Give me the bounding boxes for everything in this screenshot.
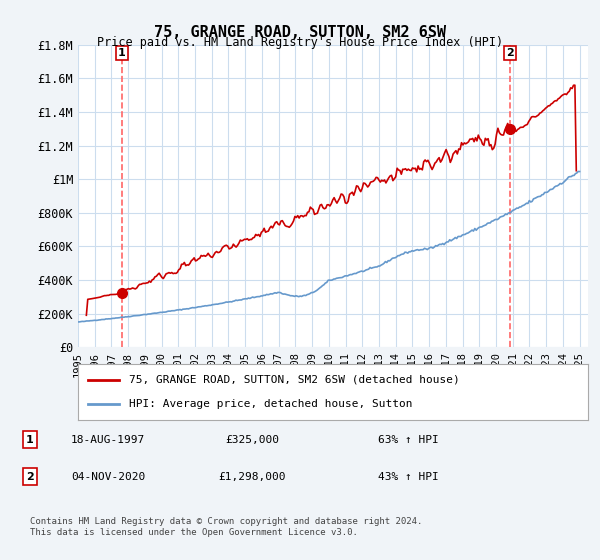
Text: 43% ↑ HPI: 43% ↑ HPI bbox=[377, 472, 439, 482]
Text: £325,000: £325,000 bbox=[225, 435, 279, 445]
Text: 2: 2 bbox=[506, 48, 514, 58]
Text: Contains HM Land Registry data © Crown copyright and database right 2024.: Contains HM Land Registry data © Crown c… bbox=[30, 516, 422, 526]
Text: 18-AUG-1997: 18-AUG-1997 bbox=[71, 435, 145, 445]
Text: 1: 1 bbox=[118, 48, 126, 58]
Text: 2: 2 bbox=[26, 472, 34, 482]
Text: £1,298,000: £1,298,000 bbox=[218, 472, 286, 482]
Text: Price paid vs. HM Land Registry's House Price Index (HPI): Price paid vs. HM Land Registry's House … bbox=[97, 36, 503, 49]
Text: 63% ↑ HPI: 63% ↑ HPI bbox=[377, 435, 439, 445]
Text: HPI: Average price, detached house, Sutton: HPI: Average price, detached house, Sutt… bbox=[129, 399, 413, 409]
Text: This data is licensed under the Open Government Licence v3.0.: This data is licensed under the Open Gov… bbox=[30, 528, 358, 537]
Text: 1: 1 bbox=[26, 435, 34, 445]
Text: 75, GRANGE ROAD, SUTTON, SM2 6SW (detached house): 75, GRANGE ROAD, SUTTON, SM2 6SW (detach… bbox=[129, 375, 460, 385]
Text: 75, GRANGE ROAD, SUTTON, SM2 6SW: 75, GRANGE ROAD, SUTTON, SM2 6SW bbox=[154, 25, 446, 40]
Text: 04-NOV-2020: 04-NOV-2020 bbox=[71, 472, 145, 482]
